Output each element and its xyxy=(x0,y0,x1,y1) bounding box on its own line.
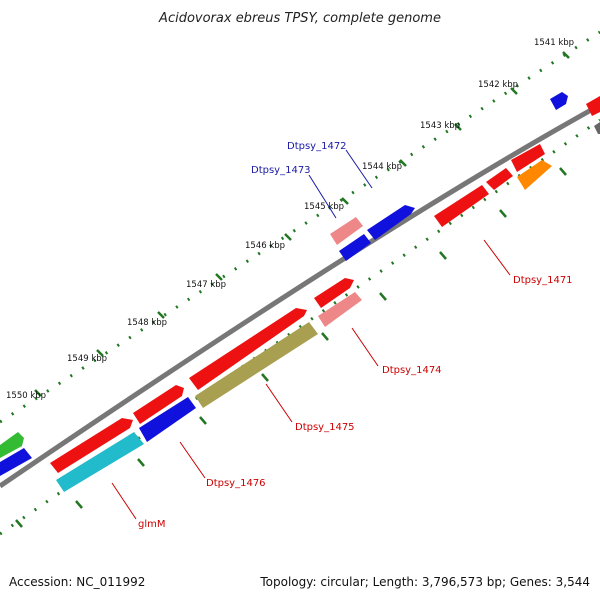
kbp-tick xyxy=(454,123,462,131)
gene-label-dtpsy-1476: Dtpsy_1476 xyxy=(206,478,266,489)
ruler-label: 1546 kbp xyxy=(245,241,285,251)
inner-tick xyxy=(321,332,329,341)
callout-1473 xyxy=(308,174,337,219)
gene-blue-1472 xyxy=(367,205,415,240)
gene-red-1471-a xyxy=(434,185,489,227)
kbp-tick xyxy=(341,197,349,205)
kbp-tick xyxy=(562,51,570,59)
gene-olive-1475 xyxy=(195,322,318,408)
gene-red-1 xyxy=(133,385,184,424)
outer-ruler xyxy=(0,30,600,424)
ruler-label: 1543 kbp xyxy=(420,121,460,131)
map-title: Acidovorax ebreus TPSY, complete genome xyxy=(158,11,441,26)
callout-1476 xyxy=(179,441,206,479)
gene-label-dtpsy-1471: Dtpsy_1471 xyxy=(513,275,573,286)
inner-ruler-dots xyxy=(0,118,600,536)
gene-label-dtpsy-1473: Dtpsy_1473 xyxy=(251,165,311,176)
inner-tick xyxy=(137,458,145,467)
genome-backbone xyxy=(0,102,600,489)
accession-text: Accession: NC_011992 xyxy=(9,575,145,589)
gene-gray-edge xyxy=(594,122,600,134)
gene-green xyxy=(0,432,24,458)
gene-blue-lower xyxy=(339,234,371,261)
gene-cyan-glmM xyxy=(56,432,144,492)
ruler-label: 1544 kbp xyxy=(362,162,402,172)
gene-label-dtpsy-1475: Dtpsy_1475 xyxy=(295,422,355,433)
ruler-label: 1547 kbp xyxy=(186,280,226,290)
gene-red-big-1 xyxy=(314,278,354,308)
gene-blue-small xyxy=(550,92,568,110)
callout-lines xyxy=(111,149,511,520)
callout-1472 xyxy=(345,149,373,189)
reverse-genes xyxy=(0,144,552,492)
ruler-label: 1549 kbp xyxy=(67,354,107,364)
ruler-label: 1541 kbp xyxy=(534,38,574,48)
kbp-tick xyxy=(96,349,104,357)
inner-tick xyxy=(559,167,567,176)
gene-red-1471-c xyxy=(511,144,545,172)
inner-tick xyxy=(261,373,269,382)
forward-genes xyxy=(0,92,600,473)
gene-labels: Dtpsy_1472 Dtpsy_1473 Dtpsy_1471 Dtpsy_1… xyxy=(138,141,573,530)
gene-pink-1473 xyxy=(330,217,363,245)
gene-label-dtpsy-1474: Dtpsy_1474 xyxy=(382,365,442,376)
gene-red-big-2 xyxy=(189,308,307,390)
callout-1474 xyxy=(351,327,379,367)
genome-summary-text: Topology: circular; Length: 3,796,573 bp… xyxy=(259,575,590,589)
callout-1471 xyxy=(483,239,511,276)
gene-blue-1476 xyxy=(139,397,196,442)
inner-tick xyxy=(15,519,23,528)
kbp-tick xyxy=(399,159,407,167)
gene-red-2 xyxy=(50,418,133,473)
ruler-label: 1550 kbp xyxy=(6,391,46,401)
gene-orange xyxy=(517,160,552,190)
gene-label-dtpsy-1472: Dtpsy_1472 xyxy=(287,141,347,152)
callout-1475 xyxy=(265,383,293,423)
gene-blue-edge xyxy=(0,448,32,476)
ruler-label: 1548 kbp xyxy=(127,318,167,328)
kbp-tick xyxy=(215,273,223,281)
inner-ruler xyxy=(0,118,600,536)
gene-red-1471-b xyxy=(486,168,513,190)
inner-tick xyxy=(499,209,507,218)
inner-tick xyxy=(199,416,207,425)
inner-tick xyxy=(379,292,387,301)
ruler-label: 1545 kbp xyxy=(304,202,344,212)
kbp-tick xyxy=(510,87,518,95)
kbp-tick xyxy=(34,389,42,397)
ruler-label: 1542 kbp xyxy=(478,80,518,90)
ruler-labels: 1541 kbp 1542 kbp 1543 kbp 1544 kbp 1545… xyxy=(6,38,574,401)
gene-label-glmm: glmM xyxy=(138,519,166,530)
kbp-tick xyxy=(157,311,165,319)
inner-tick xyxy=(439,251,447,260)
gene-red-edge xyxy=(586,96,600,116)
callout-glmM xyxy=(111,482,137,520)
inner-tick xyxy=(75,500,83,509)
gene-pink-1474 xyxy=(318,292,362,327)
kbp-tick xyxy=(284,233,292,241)
